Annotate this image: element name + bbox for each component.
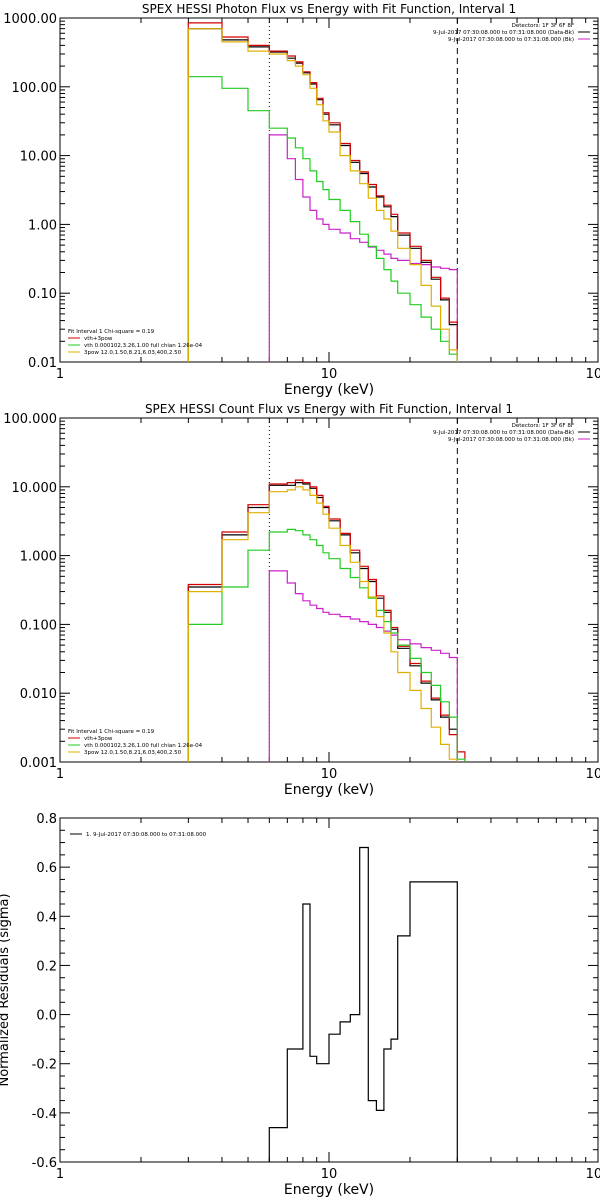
y-tick-label: 0.6: [36, 861, 57, 876]
legend-entry-text: vth+3pow: [84, 336, 113, 342]
series-line-3: [187, 22, 458, 362]
series-line-5: [187, 486, 458, 762]
y-tick-label: -0.6: [32, 1156, 57, 1171]
y-tick-label: 0.0: [36, 1009, 57, 1024]
chart-title: SPEX HESSI Photon Flux vs Energy with Fi…: [142, 2, 516, 16]
legend-entry-text: 9-Jul-2017 07:30:08.000 to 07:31:08.000 …: [433, 30, 574, 36]
series-group: [187, 479, 466, 762]
y-tick-label: 0.001: [20, 756, 57, 771]
legend-entry-text: Fit Interval 1 Chi-square = 0.19: [68, 729, 155, 735]
series-group: [187, 22, 458, 362]
series-line-1: [268, 846, 458, 1162]
y-tick-label: 0.8: [36, 812, 57, 827]
y-tick-label: -0.2: [32, 1058, 57, 1073]
x-tick-label: 1: [56, 367, 64, 382]
x-axis-label: Energy (keV): [284, 1182, 374, 1198]
plot-frame: [59, 817, 599, 1163]
y-tick-label: 0.10: [28, 287, 57, 302]
y-tick-label: 10.00: [20, 150, 57, 165]
x-tick-label: 1: [56, 767, 64, 782]
series-group: [268, 846, 458, 1162]
x-tick-label: 10: [321, 767, 338, 782]
series-line-4: [187, 76, 458, 362]
x-tick-label: 100: [586, 767, 600, 782]
legend-entry-text: 9-Jul-2017 07:30:08.000 to 07:31:08.000 …: [448, 437, 574, 443]
x-tick-label: 100: [586, 367, 600, 382]
y-tick-label: 1.000: [20, 550, 57, 565]
series-line-1: [187, 482, 458, 762]
y-tick-label: 10.000: [12, 481, 58, 496]
x-axis-label: Energy (keV): [284, 382, 374, 398]
legend-entry-text: vth 0.000102,3.26,1.00 full chian 1.26e-…: [84, 743, 203, 749]
series-line-2: [268, 134, 458, 362]
x-tick-label: 10: [321, 367, 338, 382]
series-line-1: [187, 28, 458, 362]
legend-entry-text: 9-Jul-2017 07:30:08.000 to 07:31:08.000 …: [448, 37, 574, 43]
x-tick-label: 10: [321, 1167, 338, 1182]
series-line-4: [187, 528, 466, 762]
plot-frame: [59, 417, 599, 763]
y-tick-label: -0.4: [32, 1107, 57, 1122]
y-tick-label: 0.010: [20, 687, 57, 702]
y-tick-label: 0.2: [36, 959, 57, 974]
legend-entry-text: Detectors: 1F 3F 6F 8F: [512, 423, 574, 429]
chart-panel-2: SPEX HESSI Count Flux vs Energy with Fit…: [3, 402, 600, 798]
x-axis-label: Energy (keV): [284, 782, 374, 798]
chart-panel-1: SPEX HESSI Photon Flux vs Energy with Fi…: [3, 2, 600, 398]
series-line-5: [187, 28, 458, 362]
y-tick-label: 100.000: [3, 412, 57, 427]
y-tick-label: 0.100: [20, 618, 57, 633]
legend-entry-text: Detectors: 1F 3F 6F 8F: [512, 23, 574, 29]
y-tick-label: 0.01: [28, 356, 57, 371]
y-tick-label: 1.00: [28, 218, 57, 233]
x-tick-label: 100: [586, 1167, 600, 1182]
legend-entry-text: vth+3pow: [84, 736, 113, 742]
y-tick-label: 0.4: [36, 910, 57, 925]
legend-entry-text: 1. 9-Jul-2017 07:30:08.000 to 07:31:08.0…: [86, 832, 207, 838]
legend-entry-text: 3pow 12.0,1.50,8.21,6.03,400,2.50: [84, 750, 182, 756]
chart-panel-3: 1 10 100 Energy (keV) -0.6 -0.4 -0.2 0.0 0.2 0.4 0…: [0, 812, 600, 1198]
y-tick-label: 100.00: [12, 81, 58, 96]
y-tick-label: 1000.00: [3, 12, 57, 27]
y-axis-label: Normalized Residuals (sigma): [0, 893, 12, 1086]
legend-entry-text: 3pow 12.0,1.50,8.21,6.03,400,2.50: [84, 350, 182, 356]
series-line-3: [187, 479, 466, 762]
legend-entry-text: 9-Jul-2017 07:30:08.000 to 07:31:08.000 …: [433, 430, 574, 436]
chart-title: SPEX HESSI Count Flux vs Energy with Fit…: [145, 402, 513, 416]
legend-entry-text: Fit Interval 1 Chi-square = 0.19: [68, 329, 155, 335]
legend-entry-text: vth 0.000102,3.26,1.00 full chian 1.26e-…: [84, 343, 203, 349]
x-tick-label: 1: [56, 1167, 64, 1182]
series-line-2: [268, 570, 458, 762]
